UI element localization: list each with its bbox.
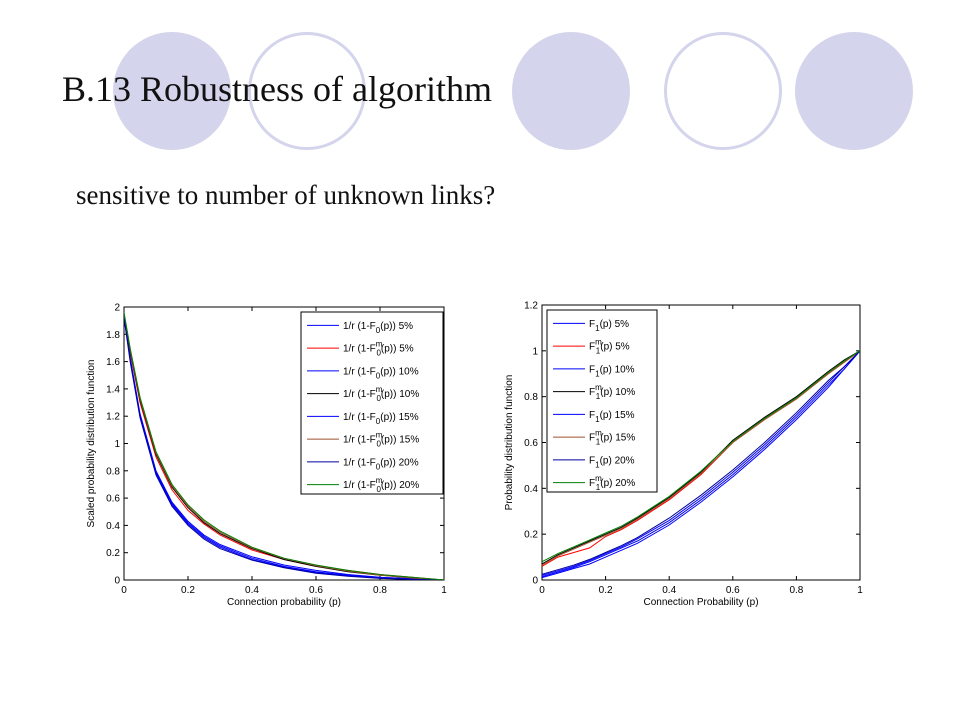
x-tick-label: 0.4 [662,585,676,596]
x-axis-label: Connection Probability (p) [643,597,758,608]
legend-entry: 1/r (1-F0(p)) 15% [343,412,419,426]
legend-entry: F1(p) 20% [589,455,635,469]
series-line [542,350,860,576]
decor-circle-5 [795,32,913,150]
y-tick-label: 1 [114,439,120,450]
legend-entry: F1(p) 10% [589,364,635,378]
legend-entry: 1/r (1-Fm 0(p)) 15% [343,431,419,449]
y-tick-label: 0.2 [106,548,120,559]
legend-entry: Fm 1(p) 20% [589,474,635,492]
x-tick-label: 0.8 [373,585,387,596]
decor-circle-4 [664,32,782,150]
y-axis-label: Probability distribution function [504,375,515,511]
legend-entry: Fm 1(p) 5% [589,338,630,356]
y-tick-label: 0.8 [106,466,120,477]
series-line [542,350,860,565]
series-line [124,312,444,580]
x-tick-label: 0.8 [789,585,803,596]
x-tick-label: 0 [539,585,545,596]
legend-entry: Fm 1(p) 15% [589,429,635,447]
x-tick-label: 0.2 [599,585,613,596]
slide-subtitle: sensitive to number of unknown links? [76,180,496,210]
y-tick-label: 0 [114,576,120,587]
x-axis-label: Connection probability (p) [227,597,341,608]
y-tick-label: 2 [114,303,120,314]
legend-entry: 1/r (1-F0(p)) 20% [343,457,419,471]
legend-entry: 1/r (1-Fm 0(p)) 10% [343,385,419,403]
y-tick-label: 0.6 [106,494,120,505]
y-tick-label: 1 [532,346,538,357]
decor-circle-1 [113,32,231,150]
slide-title: B.13 Robustness of algorithm [62,69,492,109]
y-tick-label: 0.8 [524,392,538,403]
y-tick-label: 1.8 [106,330,120,341]
decor-circle-2 [248,32,366,150]
x-tick-label: 1 [441,585,447,596]
legend-entry: 1/r (1-Fm 0(p)) 5% [343,340,414,358]
y-tick-label: 1.6 [106,357,120,368]
legend-entry: F1(p) 5% [589,319,629,333]
series-line [124,317,444,580]
x-tick-label: 0.2 [181,585,195,596]
y-tick-label: 0.2 [524,530,538,541]
legend-entry: 1/r (1-Fm 0(p)) 20% [343,476,419,494]
legend-entry: 1/r (1-F0(p)) 5% [343,321,413,335]
x-tick-label: 0.4 [245,585,259,596]
legend-entry: Fm 1(p) 10% [589,383,635,401]
y-tick-label: 0.4 [106,521,120,532]
decor-circle-3 [512,32,630,150]
legend-box [300,311,444,495]
series-line [542,350,860,566]
legend-entry: F1(p) 15% [589,410,635,424]
y-tick-label: 1.2 [106,412,120,423]
x-tick-label: 0.6 [726,585,740,596]
series-line [542,350,860,575]
y-tick-label: 1.4 [106,384,120,395]
legend-entry: 1/r (1-F0(p)) 10% [343,366,419,380]
y-tick-label: 0.4 [524,484,538,495]
series-line [542,350,860,578]
y-axis-label: Scaled probability distribution function [86,360,97,528]
series-line [542,350,860,563]
series-line [542,350,860,579]
y-tick-label: 0.6 [524,438,538,449]
y-tick-label: 1.2 [524,301,538,312]
x-tick-label: 0.6 [309,585,323,596]
x-tick-label: 0 [121,585,127,596]
chart-pdf: 0 0.2 0.4 0.6 0.8 1 0 0.2 0.4 0.6 0.8 1 1.2 Connectio… [504,301,863,609]
x-tick-label: 1 [857,585,863,596]
y-tick-label: 0 [532,576,538,587]
legend-box [546,309,658,493]
chart-scaled-pdf: 0 0.2 0.4 0.6 0.8 1 0 0.2 0.4 0.6 0.8 1 1.2 1.4 1.6 1.8… [86,303,447,609]
